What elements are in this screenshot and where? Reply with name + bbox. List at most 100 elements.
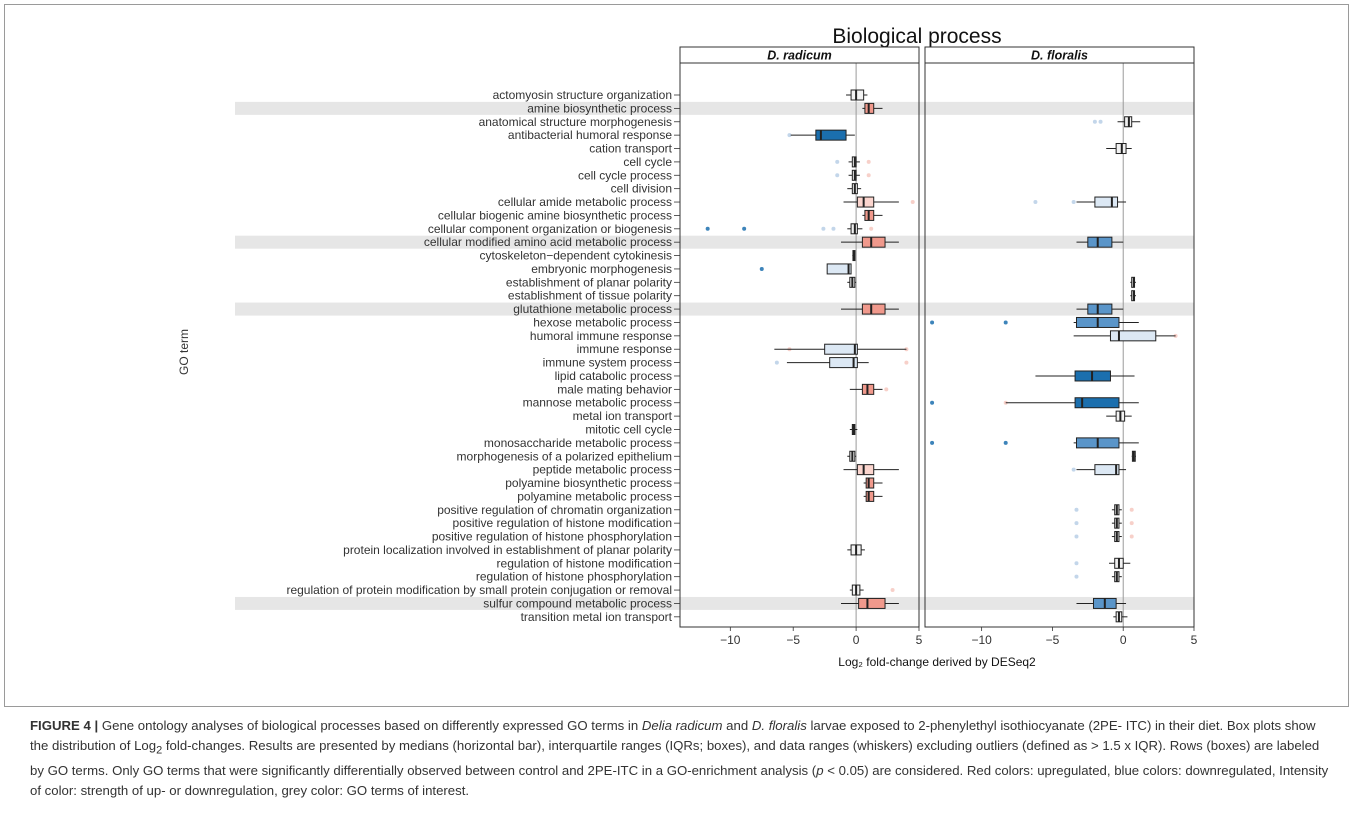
boxplot-chart: Biological process actomyosin structure o… bbox=[177, 25, 1198, 669]
go-term-label: regulation of histone modification bbox=[497, 556, 672, 570]
outlier-point bbox=[866, 173, 871, 178]
outlier-point bbox=[904, 360, 909, 365]
x-tick-label: −10 bbox=[720, 633, 741, 647]
go-term-label: hexose metabolic process bbox=[533, 315, 672, 329]
panel-strip-label: D. radicum bbox=[767, 49, 832, 63]
panel-strip-label: D. floralis bbox=[1031, 49, 1088, 63]
outlier-point bbox=[1074, 534, 1079, 539]
go-term-label: polyamine metabolic process bbox=[517, 489, 672, 503]
x-axis-label: Log₂ fold-change derived by DESeq2 bbox=[838, 655, 1036, 669]
box-iqr bbox=[1074, 397, 1120, 409]
caption-text-2: and bbox=[722, 718, 752, 733]
x-tick-label: 0 bbox=[1120, 633, 1127, 647]
outlier-point bbox=[759, 266, 764, 271]
highlight-band bbox=[235, 101, 1194, 115]
highlight-band bbox=[235, 302, 1194, 316]
outlier-point bbox=[787, 133, 792, 138]
outlier-point bbox=[1033, 200, 1038, 205]
go-term-label: cellular biogenic amine biosynthetic pro… bbox=[438, 208, 672, 222]
outlier-point bbox=[774, 360, 779, 365]
box-iqr bbox=[1094, 196, 1119, 208]
go-term-label: sulfur compound metabolic process bbox=[483, 596, 672, 610]
x-tick-label: 5 bbox=[1191, 633, 1198, 647]
outlier-point bbox=[835, 159, 840, 164]
go-term-label: lipid catabolic process bbox=[555, 369, 672, 383]
outlier-point bbox=[1129, 534, 1134, 539]
panel-border bbox=[924, 62, 1195, 628]
outlier-point bbox=[1071, 467, 1076, 472]
box-iqr bbox=[858, 597, 886, 609]
x-tick-label: −5 bbox=[1046, 633, 1060, 647]
box-iqr bbox=[856, 196, 875, 208]
go-term-label: polyamine biosynthetic process bbox=[505, 476, 672, 490]
box-iqr bbox=[865, 490, 875, 502]
go-term-label: cellular amide metabolic process bbox=[498, 195, 672, 209]
outlier-point bbox=[705, 226, 710, 231]
panel-border bbox=[679, 62, 920, 628]
caption-subscript: 2 bbox=[156, 744, 163, 757]
go-term-label: cytoskeleton−dependent cytokinesis bbox=[480, 249, 672, 263]
outlier-point bbox=[930, 440, 935, 445]
go-term-label: establishment of planar polarity bbox=[506, 275, 672, 289]
caption-text-5: < 0.05) are considered. Red colors: upre… bbox=[30, 762, 1329, 798]
go-term-label: protein localization involved in establi… bbox=[343, 543, 672, 557]
outlier-point bbox=[1074, 521, 1079, 526]
outlier-point bbox=[930, 320, 935, 325]
figure-caption: FIGURE 4 | Gene ontology analyses of bio… bbox=[30, 716, 1330, 801]
go-term-label: immune response bbox=[577, 342, 673, 356]
outlier-point bbox=[821, 226, 826, 231]
x-tick-label: −5 bbox=[786, 633, 800, 647]
outlier-point bbox=[1074, 574, 1079, 579]
outlier-point bbox=[1074, 561, 1079, 566]
outlier-point bbox=[1074, 507, 1079, 512]
outlier-point bbox=[1129, 521, 1134, 526]
go-term-label: peptide metabolic process bbox=[533, 463, 672, 477]
caption-text-4: fold-changes. Results are presented by m… bbox=[30, 738, 1320, 778]
go-term-label: establishment of tissue polarity bbox=[508, 289, 672, 303]
go-term-label: metal ion transport bbox=[573, 409, 673, 423]
go-term-label: amine biosynthetic process bbox=[527, 101, 672, 115]
box-iqr bbox=[824, 343, 858, 355]
go-term-label: morphogenesis of a polarized epithelium bbox=[457, 449, 672, 463]
go-term-label: cell division bbox=[611, 182, 672, 196]
outlier-point bbox=[890, 588, 895, 593]
box-iqr bbox=[826, 263, 852, 275]
go-term-label: cell cycle process bbox=[578, 168, 672, 182]
outlier-point bbox=[930, 400, 935, 405]
outlier-point bbox=[1092, 119, 1097, 124]
box-iqr bbox=[829, 357, 858, 369]
x-tick-label: 0 bbox=[853, 633, 860, 647]
caption-text-1: Gene ontology analyses of biological pro… bbox=[98, 718, 642, 733]
outlier-point bbox=[831, 226, 836, 231]
figure-frame: Biological process actomyosin structure o… bbox=[4, 4, 1349, 707]
box-iqr bbox=[861, 303, 886, 315]
box-iqr bbox=[815, 129, 847, 141]
outlier-point bbox=[742, 226, 747, 231]
go-term-label: actomyosin structure organization bbox=[493, 88, 672, 102]
go-term-label: humoral immune response bbox=[530, 329, 672, 343]
highlight-band bbox=[235, 596, 1194, 610]
go-term-label: regulation of histone phosphorylation bbox=[476, 570, 672, 584]
outlier-point bbox=[835, 173, 840, 178]
outlier-point bbox=[1003, 440, 1008, 445]
box-iqr bbox=[850, 89, 865, 101]
go-term-label: positive regulation of histone modificat… bbox=[453, 516, 672, 530]
highlight-band bbox=[235, 235, 1194, 249]
outlier-point bbox=[884, 387, 889, 392]
caption-text-3: larvae exposed to 2-phenylethyl isothioc… bbox=[30, 718, 1316, 753]
x-tick-label: 5 bbox=[916, 633, 923, 647]
y-axis-label: GO term bbox=[177, 329, 191, 375]
outlier-point bbox=[1071, 200, 1076, 205]
go-term-label: embryonic morphogenesis bbox=[531, 262, 672, 276]
go-term-label: positive regulation of chromatin organiz… bbox=[437, 503, 672, 517]
go-term-label: anatomical structure morphogenesis bbox=[479, 115, 672, 129]
go-term-label: antibacterial humoral response bbox=[508, 128, 672, 142]
outlier-point bbox=[869, 226, 874, 231]
outlier-point bbox=[910, 200, 915, 205]
caption-p-symbol: p bbox=[816, 762, 824, 778]
go-term-label: mitotic cell cycle bbox=[585, 423, 672, 437]
box-iqr bbox=[1094, 464, 1120, 476]
caption-species-1: Delia radicum bbox=[641, 718, 723, 733]
go-term-label: regulation of protein modification by sm… bbox=[286, 583, 672, 597]
outlier-point bbox=[866, 159, 871, 164]
